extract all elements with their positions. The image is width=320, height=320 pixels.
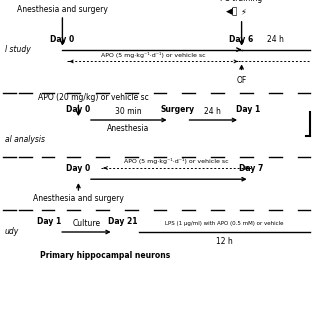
Text: Day 6: Day 6 [229, 35, 254, 44]
Text: APO (20 mg/kg) or vehicle sc: APO (20 mg/kg) or vehicle sc [38, 93, 149, 102]
Text: Anesthesia and surgery: Anesthesia and surgery [17, 5, 108, 14]
Text: 12 h: 12 h [216, 237, 232, 246]
Text: 24 h: 24 h [268, 35, 284, 44]
Text: Day 1: Day 1 [37, 217, 62, 226]
Text: Surgery: Surgery [161, 105, 195, 114]
Text: LPS (1 μg/ml) with APO (0.5 mM) or vehicle: LPS (1 μg/ml) with APO (0.5 mM) or vehic… [165, 221, 283, 226]
Text: Day 1: Day 1 [236, 105, 260, 114]
Text: l study: l study [5, 45, 30, 54]
Text: Day 0: Day 0 [66, 105, 91, 114]
Text: Day 21: Day 21 [108, 217, 138, 226]
Text: Primary hippocampal neurons: Primary hippocampal neurons [40, 251, 171, 260]
Text: FC training: FC training [220, 0, 263, 3]
Text: Day 7: Day 7 [239, 164, 263, 173]
Text: udy: udy [5, 228, 19, 236]
Text: Day 0: Day 0 [66, 164, 91, 173]
Text: 24 h: 24 h [204, 107, 221, 116]
Text: Culture: Culture [72, 219, 100, 228]
Text: Anesthesia: Anesthesia [107, 124, 149, 133]
Text: 30 min: 30 min [115, 107, 141, 116]
Text: APO (5 mg·kg⁻¹·d⁻¹) or vehicle sc: APO (5 mg·kg⁻¹·d⁻¹) or vehicle sc [101, 52, 206, 58]
Text: ◀⧖: ◀⧖ [226, 7, 238, 16]
Text: Anesthesia and surgery: Anesthesia and surgery [33, 194, 124, 203]
Text: al analysis: al analysis [5, 135, 45, 144]
Text: OF: OF [236, 76, 247, 85]
Text: APO (5 mg·kg⁻¹·d⁻¹) or vehicle sc: APO (5 mg·kg⁻¹·d⁻¹) or vehicle sc [124, 158, 228, 164]
Text: ⚡: ⚡ [240, 7, 246, 16]
Text: Day 0: Day 0 [50, 35, 75, 44]
